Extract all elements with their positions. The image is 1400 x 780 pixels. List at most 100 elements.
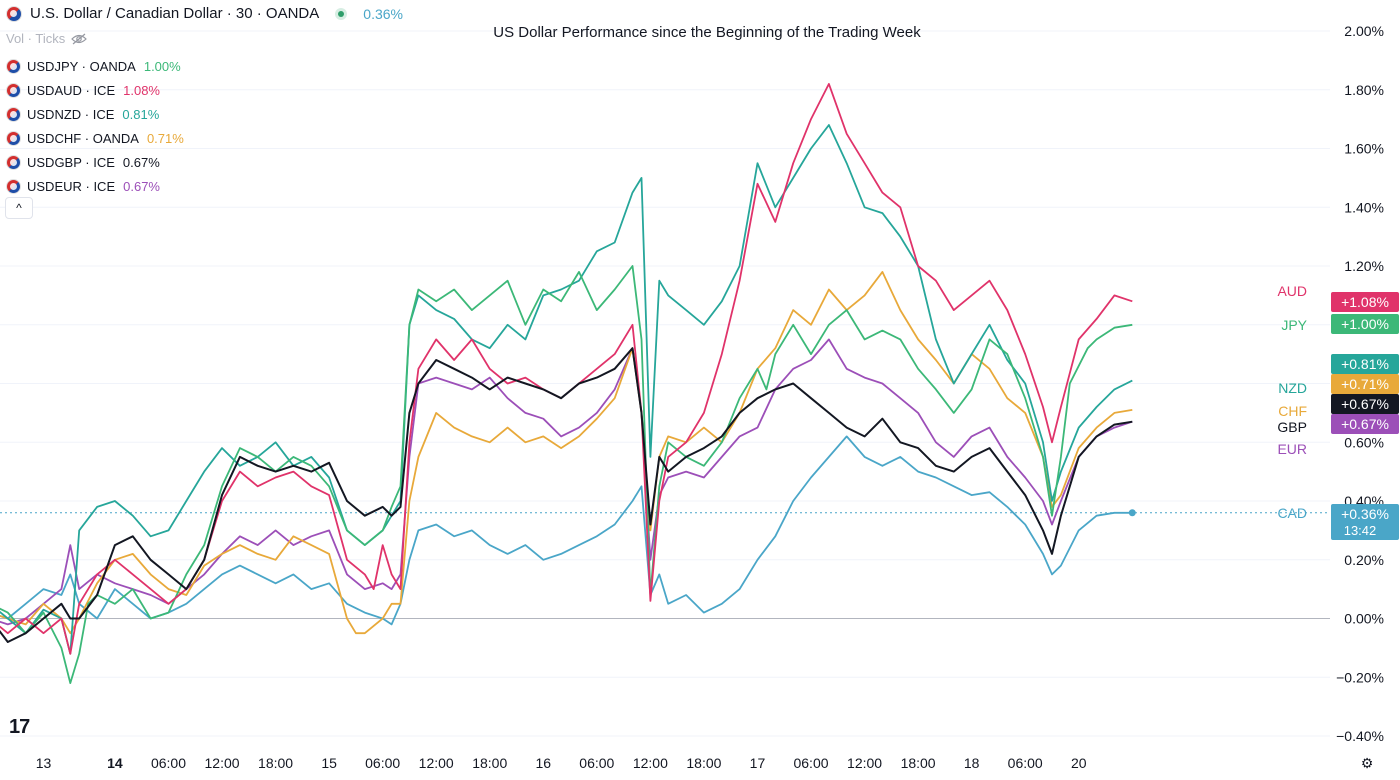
series-line-gbp xyxy=(0,347,1133,643)
flag-icon xyxy=(6,154,21,170)
legend-item[interactable]: USDJPY · OANDA 1.00% xyxy=(6,54,184,78)
x-tick-label: 06:00 xyxy=(151,755,186,771)
series-label-nzd: NZD xyxy=(1278,380,1307,396)
series-line-eur xyxy=(0,338,1133,626)
x-tick-label: 20 xyxy=(1071,755,1087,771)
volume-indicator[interactable]: Vol · Ticks xyxy=(6,31,88,46)
series-label-aud: AUD xyxy=(1277,283,1307,299)
y-tick-label: 1.60% xyxy=(1344,141,1384,157)
x-tick-label: 12:00 xyxy=(205,755,240,771)
legend-item[interactable]: USDCHF · OANDA 0.71% xyxy=(6,126,184,150)
eye-off-icon[interactable] xyxy=(71,33,88,45)
x-tick-label: 06:00 xyxy=(579,755,614,771)
x-tick-label: 06:00 xyxy=(793,755,828,771)
x-tick-label: 12:00 xyxy=(633,755,668,771)
flag-icon xyxy=(6,58,21,74)
legend-value: 0.81% xyxy=(122,106,160,122)
x-tick-label: 18 xyxy=(964,755,980,771)
price-tag-text: +0.81% xyxy=(1341,356,1389,372)
legend-item[interactable]: USDAUD · ICE 1.08% xyxy=(6,78,184,102)
legend-item[interactable]: USDGBP · ICE 0.67% xyxy=(6,150,184,174)
series-label-cad: CAD xyxy=(1277,505,1307,521)
price-tag-chf xyxy=(1331,374,1399,394)
series-lines xyxy=(0,83,1136,684)
series-label-chf: CHF xyxy=(1278,403,1307,419)
price-tag-text: +1.08% xyxy=(1341,294,1389,310)
series-label-jpy: JPY xyxy=(1281,317,1307,333)
x-axis: 13 14 06:00 12:00 18:00 15 06:00 12:00 18:00 16 06… xyxy=(36,755,1087,771)
y-tick-label: −0.40% xyxy=(1336,728,1384,744)
y-tick-label: 2.00% xyxy=(1344,23,1384,39)
y-tick-label: 0.00% xyxy=(1344,611,1384,627)
x-tick-label: 18:00 xyxy=(258,755,293,771)
price-tag-text: +0.67% xyxy=(1341,416,1389,432)
legend-value: 0.67% xyxy=(123,178,160,194)
x-tick-label: 12:00 xyxy=(847,755,882,771)
x-tick-label: 12:00 xyxy=(419,755,454,771)
series-label-eur: EUR xyxy=(1277,441,1307,457)
usd-cad-flag-icon xyxy=(6,5,22,22)
x-tick-label: 15 xyxy=(321,755,337,771)
flag-icon xyxy=(6,106,21,122)
last-price-dot xyxy=(1128,509,1136,517)
x-tick-label: 16 xyxy=(536,755,552,771)
legend-item[interactable]: USDEUR · ICE 0.67% xyxy=(6,174,184,198)
compare-legend: USDJPY · OANDA 1.00% USDAUD · ICE 1.08% … xyxy=(6,54,184,198)
legend-value: 0.67% xyxy=(122,154,160,170)
price-tag-eur xyxy=(1331,414,1399,434)
y-tick-label: −0.20% xyxy=(1336,669,1384,685)
chart-title: US Dollar Performance since the Beginnin… xyxy=(493,24,921,41)
price-tag-nzd xyxy=(1331,354,1399,374)
series-line-chf xyxy=(0,271,1133,635)
series-line-cad xyxy=(0,435,1133,626)
price-tag-text: +0.71% xyxy=(1341,376,1389,392)
tradingview-logo[interactable]: 17 xyxy=(9,716,30,738)
flag-icon xyxy=(6,130,21,146)
symbol-header[interactable]: U.S. Dollar / Canadian Dollar · 30 · OAN… xyxy=(6,5,403,22)
legend-value: 1.00% xyxy=(143,58,181,74)
legend-symbol: USDGBP · ICE xyxy=(27,154,115,170)
legend-value: 1.08% xyxy=(123,82,160,98)
market-open-icon xyxy=(335,7,348,20)
price-tag-cad xyxy=(1331,504,1399,540)
x-tick-label: 18:00 xyxy=(472,755,507,771)
x-tick-label: 06:00 xyxy=(1008,755,1043,771)
legend-symbol: USDNZD · ICE xyxy=(27,106,115,122)
price-tag-gbp xyxy=(1331,394,1399,414)
flag-icon xyxy=(6,82,21,98)
y-tick-label: 1.80% xyxy=(1344,82,1384,98)
x-tick-label: 14 xyxy=(107,755,123,771)
x-tick-label: 18:00 xyxy=(686,755,721,771)
y-tick-label: 1.40% xyxy=(1344,199,1384,215)
legend-symbol: USDCHF · OANDA xyxy=(27,130,139,146)
y-tick-label: 1.20% xyxy=(1344,258,1384,274)
price-tag-text: +0.36% xyxy=(1341,506,1389,522)
y-gridlines xyxy=(0,30,1330,737)
series-label-gbp: GBP xyxy=(1277,419,1307,435)
legend-item[interactable]: USDNZD · ICE 0.81% xyxy=(6,102,184,126)
y-tick-label: 0.60% xyxy=(1344,434,1384,450)
price-tag-jpy xyxy=(1331,314,1399,334)
series-line-nzd xyxy=(0,124,1133,655)
collapse-legend-button[interactable]: ^ xyxy=(5,197,33,219)
x-tick-label: 06:00 xyxy=(365,755,400,771)
price-tag-text: +1.00% xyxy=(1341,316,1389,332)
x-tick-label: 13 xyxy=(36,755,52,771)
x-tick-label: 17 xyxy=(750,755,766,771)
flag-icon xyxy=(6,178,21,194)
legend-value: 0.71% xyxy=(146,130,184,146)
price-tag-countdown: 13:42 xyxy=(1344,523,1377,538)
symbol-title[interactable]: U.S. Dollar / Canadian Dollar · 30 · OAN… xyxy=(30,5,320,22)
legend-symbol: USDEUR · ICE xyxy=(27,178,116,194)
legend-symbol: USDJPY · OANDA xyxy=(27,58,136,74)
settings-gear-icon[interactable]: ⚙ xyxy=(1360,755,1374,771)
x-tick-label: 18:00 xyxy=(901,755,936,771)
symbol-change: 0.36% xyxy=(363,5,403,22)
y-tick-label: 0.20% xyxy=(1344,552,1384,568)
volume-label: Vol · Ticks xyxy=(6,31,66,46)
series-line-jpy xyxy=(0,265,1133,684)
price-tags: +1.00% +1.08% +0.81% +0.71% +0.67% +0.67% +0.3… xyxy=(1331,292,1399,540)
legend-symbol: USDAUD · ICE xyxy=(27,82,116,98)
